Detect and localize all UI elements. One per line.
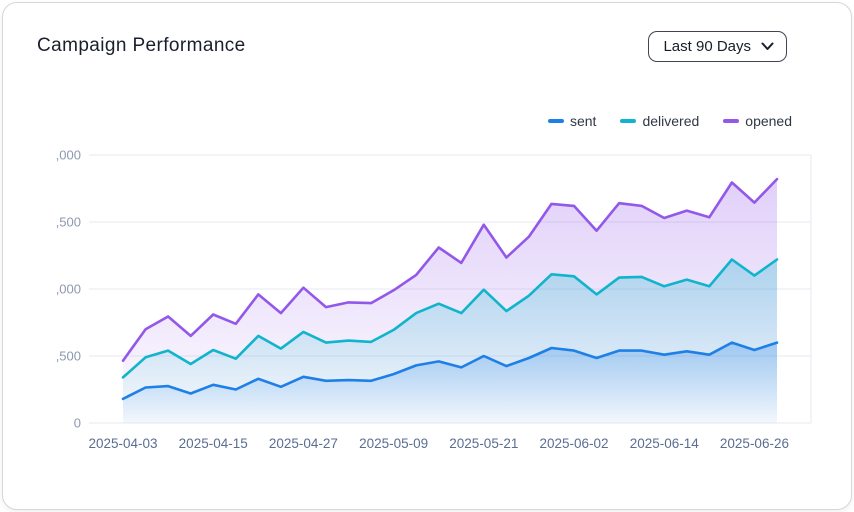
x-axis-tick-label: 2025-06-26 <box>720 436 789 451</box>
series-area-sent <box>123 342 777 423</box>
y-axis-tick-label: ,500 <box>56 215 81 230</box>
legend-item-delivered[interactable]: delivered <box>620 113 699 129</box>
legend-item-opened[interactable]: opened <box>723 113 792 129</box>
y-axis-tick-label: 0 <box>74 416 81 431</box>
x-axis-tick-label: 2025-04-15 <box>179 436 248 451</box>
y-axis-tick-label: ,000 <box>56 282 81 297</box>
series-line-delivered <box>121 258 779 379</box>
y-axis-tick-label: ,500 <box>56 349 81 364</box>
legend-label-delivered: delivered <box>642 113 700 129</box>
x-axis-tick-label: 2025-04-03 <box>88 436 157 451</box>
x-axis-tick-label: 2025-05-09 <box>359 436 428 451</box>
date-range-dropdown[interactable]: Last 90 Days <box>648 31 787 62</box>
date-range-dropdown-label: Last 90 Days <box>663 38 751 55</box>
y-axis-tick-label: ,000 <box>56 148 81 163</box>
series-line-sent <box>121 341 779 401</box>
legend-swatch-opened-icon <box>723 118 740 124</box>
x-axis-tick-label: 2025-04-27 <box>269 436 338 451</box>
x-axis-tick-label: 2025-06-14 <box>630 436 700 451</box>
series-line-opened <box>121 177 779 362</box>
legend-swatch-delivered-icon <box>620 118 637 124</box>
chevron-down-icon <box>761 42 774 50</box>
x-axis-tick-label: 2025-06-02 <box>540 436 609 451</box>
x-axis-tick-label: 2025-05-21 <box>449 436 518 451</box>
legend-swatch-sent-icon <box>547 118 564 124</box>
legend-item-sent[interactable]: sent <box>547 113 597 129</box>
page-title: Campaign Performance <box>37 35 246 56</box>
legend-label-sent: sent <box>569 113 597 129</box>
legend-label-opened: opened <box>745 113 792 129</box>
campaign-performance-chart: 0 ,500 ,000 ,500 ,000 2025-04-03 2025-04-15 202… <box>56 148 812 451</box>
chart-legend: sent delivered opened <box>547 113 792 129</box>
